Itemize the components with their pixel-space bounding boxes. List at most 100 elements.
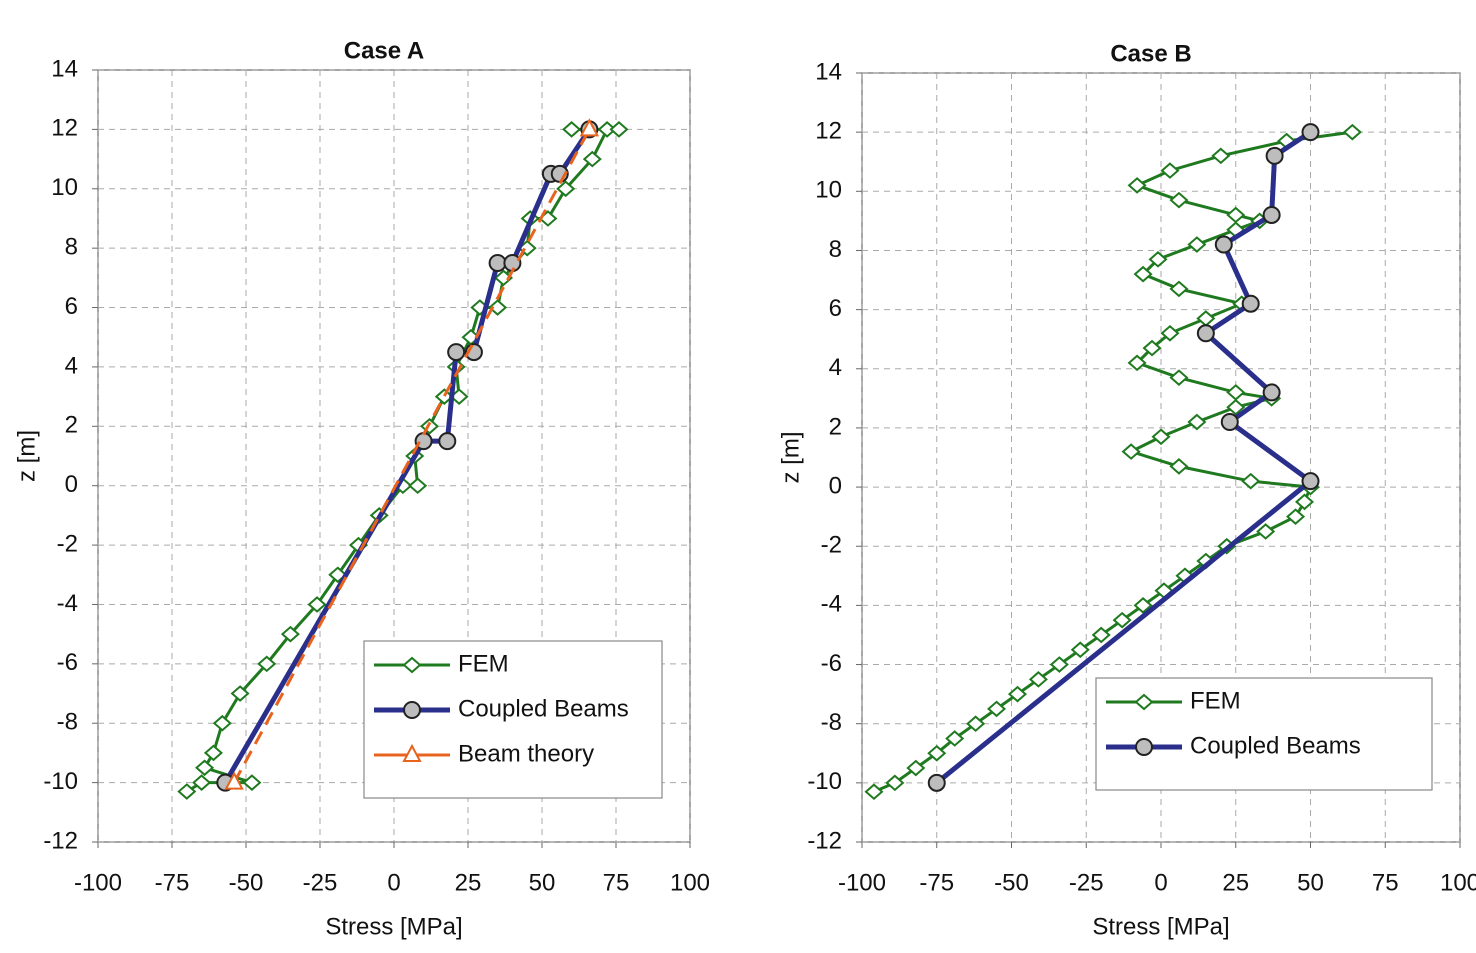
diamond-marker bbox=[864, 783, 884, 801]
y-tick-label: -10 bbox=[43, 768, 78, 795]
diamond-marker bbox=[1295, 493, 1315, 511]
diamond-marker bbox=[1133, 265, 1153, 283]
diamond-marker bbox=[1187, 413, 1207, 431]
x-tick-label: 50 bbox=[1297, 869, 1324, 896]
diamond-marker bbox=[1091, 626, 1111, 644]
y-tick-label: 8 bbox=[65, 233, 78, 260]
circle-marker bbox=[1214, 235, 1233, 254]
diamond-marker bbox=[1169, 369, 1189, 386]
legend-box bbox=[1095, 677, 1433, 791]
diamond-marker bbox=[1286, 508, 1306, 525]
y-axis-label: z [m] bbox=[13, 430, 40, 482]
diamond-marker bbox=[1151, 428, 1171, 446]
diamond-marker bbox=[402, 656, 422, 674]
x-tick-label: 0 bbox=[387, 869, 400, 896]
circle-marker bbox=[447, 343, 466, 362]
x-tick-label: 50 bbox=[529, 869, 556, 896]
x-tick-label: 75 bbox=[1372, 869, 1399, 896]
circle-marker bbox=[1301, 472, 1320, 491]
diamond-marker bbox=[280, 625, 300, 643]
circle-marker bbox=[488, 254, 507, 272]
series-line bbox=[935, 130, 1315, 785]
circle-marker bbox=[1301, 123, 1320, 142]
diamond-marker bbox=[906, 759, 926, 777]
circle-marker bbox=[403, 701, 421, 719]
y-tick-label: 4 bbox=[65, 352, 78, 379]
circle-marker bbox=[1220, 413, 1239, 432]
diamond-marker bbox=[1226, 384, 1246, 401]
diamond-marker bbox=[609, 121, 629, 138]
diamond-marker bbox=[1127, 354, 1147, 372]
diamond-marker bbox=[1160, 324, 1180, 342]
diamond-marker bbox=[562, 121, 582, 138]
x-tick-label: -100 bbox=[74, 869, 122, 896]
circle-marker bbox=[1265, 146, 1284, 165]
legend-label: Beam theory bbox=[458, 740, 594, 767]
y-tick-label: -12 bbox=[43, 827, 78, 854]
y-tick-label: -4 bbox=[821, 591, 842, 618]
x-tick-label: 0 bbox=[1154, 869, 1167, 896]
y-tick-label: 0 bbox=[65, 471, 78, 498]
y-tick-label: 10 bbox=[815, 177, 842, 204]
diamond-marker bbox=[488, 299, 508, 316]
diamond-marker bbox=[945, 730, 965, 747]
y-tick-label: 2 bbox=[65, 412, 78, 439]
y-axis-label: z [m] bbox=[777, 432, 804, 484]
y-tick-label: -8 bbox=[57, 709, 78, 736]
diamond-marker bbox=[1211, 147, 1231, 165]
diamond-marker bbox=[1070, 641, 1090, 659]
diamond-marker bbox=[1007, 685, 1027, 703]
y-tick-label: 2 bbox=[829, 413, 842, 440]
x-tick-label: -100 bbox=[838, 869, 886, 896]
x-tick-label: -75 bbox=[155, 869, 190, 896]
x-tick-label: 100 bbox=[670, 869, 710, 896]
y-tick-label: -4 bbox=[57, 590, 78, 617]
y-tick-label: -6 bbox=[57, 649, 78, 676]
diamond-marker bbox=[1142, 339, 1162, 357]
y-tick-label: 12 bbox=[51, 115, 78, 142]
y-tick-label: 14 bbox=[815, 58, 842, 85]
y-tick-label: 8 bbox=[829, 236, 842, 263]
circle-marker bbox=[1262, 383, 1281, 402]
diamond-marker bbox=[966, 715, 986, 733]
diamond-marker bbox=[195, 759, 215, 777]
y-tick-label: 6 bbox=[65, 293, 78, 320]
diamond-marker bbox=[1342, 123, 1362, 141]
y-tick-label: 0 bbox=[829, 472, 842, 499]
diamond-marker bbox=[1121, 443, 1141, 460]
diamond-marker bbox=[1112, 611, 1132, 629]
triangle-marker bbox=[224, 771, 244, 790]
diamond-marker bbox=[885, 774, 905, 792]
triangle-marker bbox=[579, 118, 600, 137]
diamond-marker bbox=[1169, 191, 1189, 209]
diamond-marker bbox=[1127, 177, 1147, 194]
diamond-marker bbox=[1133, 597, 1153, 614]
legend-label: Coupled Beams bbox=[1190, 732, 1361, 759]
diamond-marker bbox=[307, 596, 327, 613]
y-tick-label: -10 bbox=[807, 768, 842, 795]
diamond-marker bbox=[987, 700, 1007, 718]
diamond-marker bbox=[927, 744, 947, 762]
diamond-marker bbox=[203, 744, 223, 762]
x-tick-label: 25 bbox=[455, 869, 482, 896]
x-tick-label: 100 bbox=[1440, 869, 1476, 896]
legend-label: FEM bbox=[1190, 687, 1241, 714]
circle-marker bbox=[1196, 324, 1215, 343]
diamond-marker bbox=[242, 774, 262, 791]
diamond-marker bbox=[177, 783, 197, 800]
diamond-marker bbox=[1148, 251, 1168, 268]
diamond-marker bbox=[1049, 656, 1069, 673]
diamond-marker bbox=[1028, 670, 1048, 688]
y-tick-label: 4 bbox=[829, 354, 842, 381]
diamond-marker bbox=[1187, 236, 1207, 253]
diamond-marker bbox=[257, 655, 277, 673]
diamond-marker bbox=[230, 685, 250, 702]
series-line bbox=[232, 128, 591, 784]
diamond-marker bbox=[1169, 280, 1189, 298]
diamond-marker bbox=[1226, 206, 1246, 224]
circle-marker bbox=[1262, 205, 1281, 224]
diamond-marker bbox=[212, 714, 232, 732]
x-tick-label: 75 bbox=[603, 869, 630, 896]
